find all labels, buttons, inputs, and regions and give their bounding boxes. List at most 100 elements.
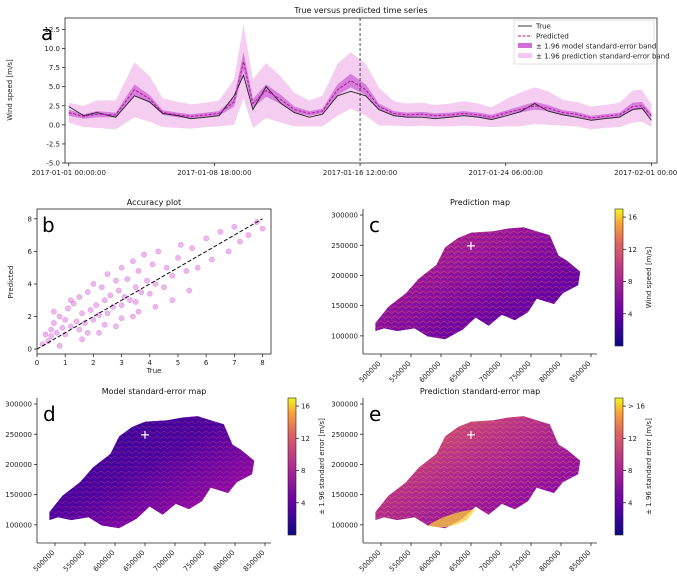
scatter-point [130,258,136,264]
scatter-point [79,336,85,343]
y-tick-label: 4 [28,280,33,288]
y-tick-label: 250000 [5,431,32,439]
y-tick-label: 250000 [331,431,358,439]
scatter-point [152,281,159,287]
scatter-point [90,281,97,287]
scatter-point [48,333,54,339]
y-tick-label: 2 [28,313,32,321]
y-tick-label: 150000 [331,302,358,310]
scatter-point [118,264,125,271]
x-tick-label: 1 [63,359,67,367]
colorbar-tick-label: 12 [301,435,310,443]
scatter-point [144,277,150,284]
y-tick-label: 300000 [331,401,358,409]
scatter-point [96,329,102,336]
y-tick-label: 100000 [331,332,358,340]
x-tick-label: 5 [176,359,180,367]
series-line-predicted [68,61,652,119]
x-tick-label: 750000 [508,549,533,574]
y-tick-label: 200000 [5,461,32,469]
scatter-point [177,241,184,248]
x-tick-label: 500000 [32,549,57,574]
scatter-point [135,268,142,274]
scatter-point [163,264,170,271]
legend-box [513,19,655,65]
panel-d-title: Model standard-error map [102,387,207,396]
y-tick-label: 5.0 [49,83,60,91]
scatter-point [124,276,130,282]
colorbar [287,397,297,536]
colorbar-tick-label: 12 [628,435,637,443]
map-terrain-texture [375,227,581,340]
colorbar-tick-label: 12 [628,246,637,254]
scatter-point [84,289,91,295]
scatter-point [48,326,54,333]
scatter-point [104,310,111,317]
x-tick-label: 2017-01-24 06:00:00 [469,169,543,177]
scatter-point [194,264,201,271]
panel-e: Prediction standard-error map 100000 15000… [331,387,653,573]
x-tick-label: 600000 [418,549,443,574]
panel-b-frame [36,208,272,355]
x-tick-label: 550000 [388,360,413,385]
legend-prediction-band-swatch [518,53,532,58]
x-tick-label: 550000 [62,549,87,574]
x-tick-label: 2017-01-08 18:00:00 [177,169,251,177]
x-tick-label: 2017-01-01 00:00:00 [32,169,106,177]
scatter-point [183,268,190,274]
scatter-point [51,320,57,326]
colorbar-tick-label: 8 [301,467,305,475]
legend-model-band-swatch [518,43,532,48]
colorbar-tick-label: 4 [628,310,633,318]
prediction-band [68,24,652,130]
panel-a-y-ticks: -5.0 -2.5 0.0 2.5 5.0 7.5 10.0 12.5 [44,26,65,168]
scatter-point [132,299,139,305]
scatter-point [149,261,156,268]
x-tick-label: 650000 [122,549,147,574]
scatter-point [42,331,49,338]
scatter-point [51,308,57,315]
scatter-point [99,284,105,291]
scatter-point [87,307,94,313]
colorbar-tick-label: 8 [628,467,632,475]
panel-b-xlabel: True [146,367,162,375]
panel-b-y-ticks: 0 2 4 6 8 [28,215,37,354]
scatter-point [118,302,125,308]
x-tick-label: 850000 [568,549,593,574]
x-tick-label: 650000 [448,549,473,574]
map-panels: Prediction map10000015000020000025000030… [5,198,653,573]
colorbar-tick-label: 16 [628,214,637,222]
scatter-point [155,248,161,255]
scatter-point [79,310,85,317]
scatter-point [186,287,192,294]
scatter-point [141,251,147,258]
scatter-point [90,316,97,323]
y-tick-label: 0 [28,346,32,354]
x-tick-label: 700000 [152,549,177,574]
panel-b: Accuracy plot 0 1 2 3 4 5 6 7 8 0 2 4 6 8 True Predi… [7,198,272,375]
scatter-point [113,277,119,284]
y-tick-label: 300000 [331,212,358,220]
x-tick-label: 800000 [212,549,237,574]
panel-letter-a: a [41,21,53,45]
scatter-point [65,305,71,312]
scatter-point [84,329,91,336]
scatter-point [237,238,243,245]
x-tick-label: 600000 [418,360,443,385]
scatter-point [116,287,122,294]
scatter-point [259,225,266,232]
scatter-point [135,308,142,315]
x-tick-label: 750000 [182,549,207,574]
x-tick-label: 700000 [478,549,503,574]
colorbar-tick-label: 16 [301,403,310,411]
panel-letter-c: c [369,213,380,237]
x-tick-label: 3 [119,359,123,367]
x-tick-label: 500000 [358,360,383,385]
panel-letter-e: e [369,402,381,426]
map-high-error-region [427,509,476,528]
panel-a-title: True versus predicted time series [293,6,427,15]
panel-c: Prediction map 100000 150000 200000 250000 30… [331,198,653,384]
panel-a-x-ticks: 2017-01-01 00:00:00 2017-01-08 18:00:00 20… [32,163,677,177]
scatter-point [217,228,224,235]
scatter-point [169,297,176,304]
